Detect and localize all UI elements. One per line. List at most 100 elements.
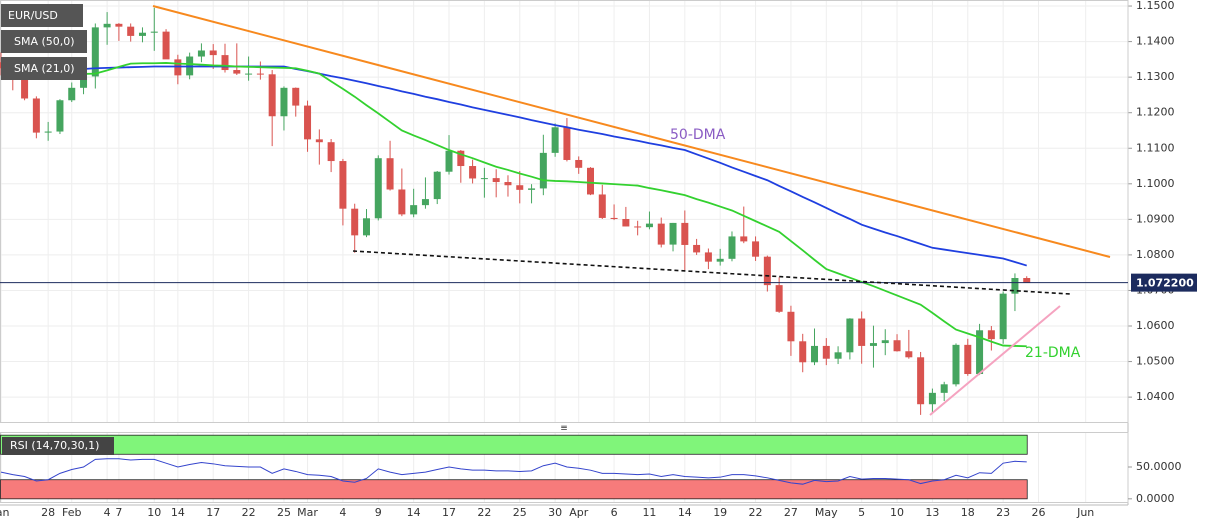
sma-line <box>0 62 1027 348</box>
candle-body <box>999 293 1007 340</box>
y-tick-label: 0.0000 <box>1136 492 1175 505</box>
x-tick-label: 22 <box>477 506 491 519</box>
x-tick-label: Feb <box>62 506 81 519</box>
candle-body <box>351 208 359 236</box>
annotation: 50-DMA <box>670 127 726 143</box>
candle-body <box>480 178 488 180</box>
candle-body <box>44 131 52 133</box>
candle-body <box>492 178 500 183</box>
candle-body <box>1023 278 1031 283</box>
candle-body <box>858 318 866 346</box>
legend-box <box>1 57 87 80</box>
candle-body <box>775 285 783 312</box>
candle-body <box>256 73 264 75</box>
candle-body <box>445 150 453 172</box>
candle-body <box>362 218 370 236</box>
rsi-title: RSI (14,70,30,1) <box>10 439 99 452</box>
candle-body <box>610 217 618 219</box>
legend-label: SMA (21,0) <box>14 62 75 75</box>
candle-body <box>150 31 158 33</box>
x-tick-label: 22 <box>242 506 256 519</box>
candle-body <box>787 311 795 342</box>
candle-body <box>68 87 76 101</box>
candle-body <box>315 139 323 143</box>
candle-body <box>245 73 253 75</box>
axis-background <box>1128 0 1207 526</box>
candle-body <box>433 171 441 200</box>
x-tick-label: 10 <box>890 506 904 519</box>
legend-box <box>1 30 87 53</box>
y-tick-label: 1.0800 <box>1136 248 1175 261</box>
candle-body <box>846 318 854 353</box>
legend-label: SMA (50,0) <box>14 35 75 48</box>
candle-body <box>811 345 819 363</box>
y-tick-label: 1.0600 <box>1136 319 1175 332</box>
candle-body <box>598 194 606 218</box>
x-tick-label: Jan <box>0 506 10 519</box>
candle-body <box>280 87 288 117</box>
candle-body <box>587 167 594 195</box>
y-tick-label: 50.0000 <box>1136 460 1182 473</box>
x-tick-label: 17 <box>206 506 220 519</box>
candle-body <box>374 158 382 219</box>
x-tick-label: 10 <box>147 506 161 519</box>
x-tick-label: 7 <box>115 506 122 519</box>
candle-body <box>209 50 217 56</box>
panel-border <box>0 0 1129 423</box>
candle-body <box>834 352 842 359</box>
candle-body <box>398 189 406 215</box>
y-tick-label: 1.1000 <box>1136 177 1175 190</box>
x-tick-label: 23 <box>996 506 1010 519</box>
candle-body <box>763 256 771 286</box>
candle-body <box>539 152 547 189</box>
x-tick-label: Apr <box>569 506 589 519</box>
candle-body <box>681 222 689 245</box>
candle-body <box>138 32 146 36</box>
candle-body <box>197 50 205 57</box>
candle-body <box>752 241 760 257</box>
candle-body <box>304 105 312 140</box>
y-tick-label: 1.1500 <box>1136 0 1175 12</box>
x-tick-label: 26 <box>1032 506 1046 519</box>
x-tick-label: 11 <box>642 506 656 519</box>
candle-body <box>893 340 901 352</box>
rsi-band <box>0 434 1028 455</box>
candle-body <box>976 330 984 375</box>
candle-body <box>528 188 536 190</box>
y-tick-label: 1.1300 <box>1136 70 1175 83</box>
candle-body <box>421 199 429 206</box>
candle-body <box>410 205 418 215</box>
x-tick-label: 25 <box>513 506 527 519</box>
x-tick-label: 4 <box>104 506 111 519</box>
candle-body <box>80 76 88 88</box>
candle-body <box>704 252 712 262</box>
candle-body <box>457 150 465 167</box>
x-tick-label: 30 <box>548 506 562 519</box>
annotation: 21-DMA <box>1025 345 1081 361</box>
x-tick-label: 5 <box>858 506 865 519</box>
candle-body <box>21 77 29 99</box>
candle-body <box>162 31 170 60</box>
candle-body <box>740 236 748 242</box>
rsi-band <box>0 479 1028 500</box>
x-tick-label: 9 <box>375 506 382 519</box>
candle-body <box>327 142 335 162</box>
x-tick-label: 14 <box>407 506 421 519</box>
candle-body <box>469 166 477 179</box>
candle-body <box>622 218 630 227</box>
candle-body <box>115 23 123 27</box>
candle-body <box>881 340 889 344</box>
candle-body <box>799 341 807 363</box>
candle-body <box>1011 278 1019 294</box>
x-tick-label: Jun <box>1076 506 1094 519</box>
candle-body <box>56 100 64 132</box>
candle-body <box>917 357 925 405</box>
rsi-line <box>0 458 1027 485</box>
x-tick-label: 25 <box>277 506 291 519</box>
candle-body <box>928 392 936 405</box>
candle-body <box>221 55 229 71</box>
candle-body <box>634 226 642 228</box>
x-tick-label: 18 <box>961 506 975 519</box>
